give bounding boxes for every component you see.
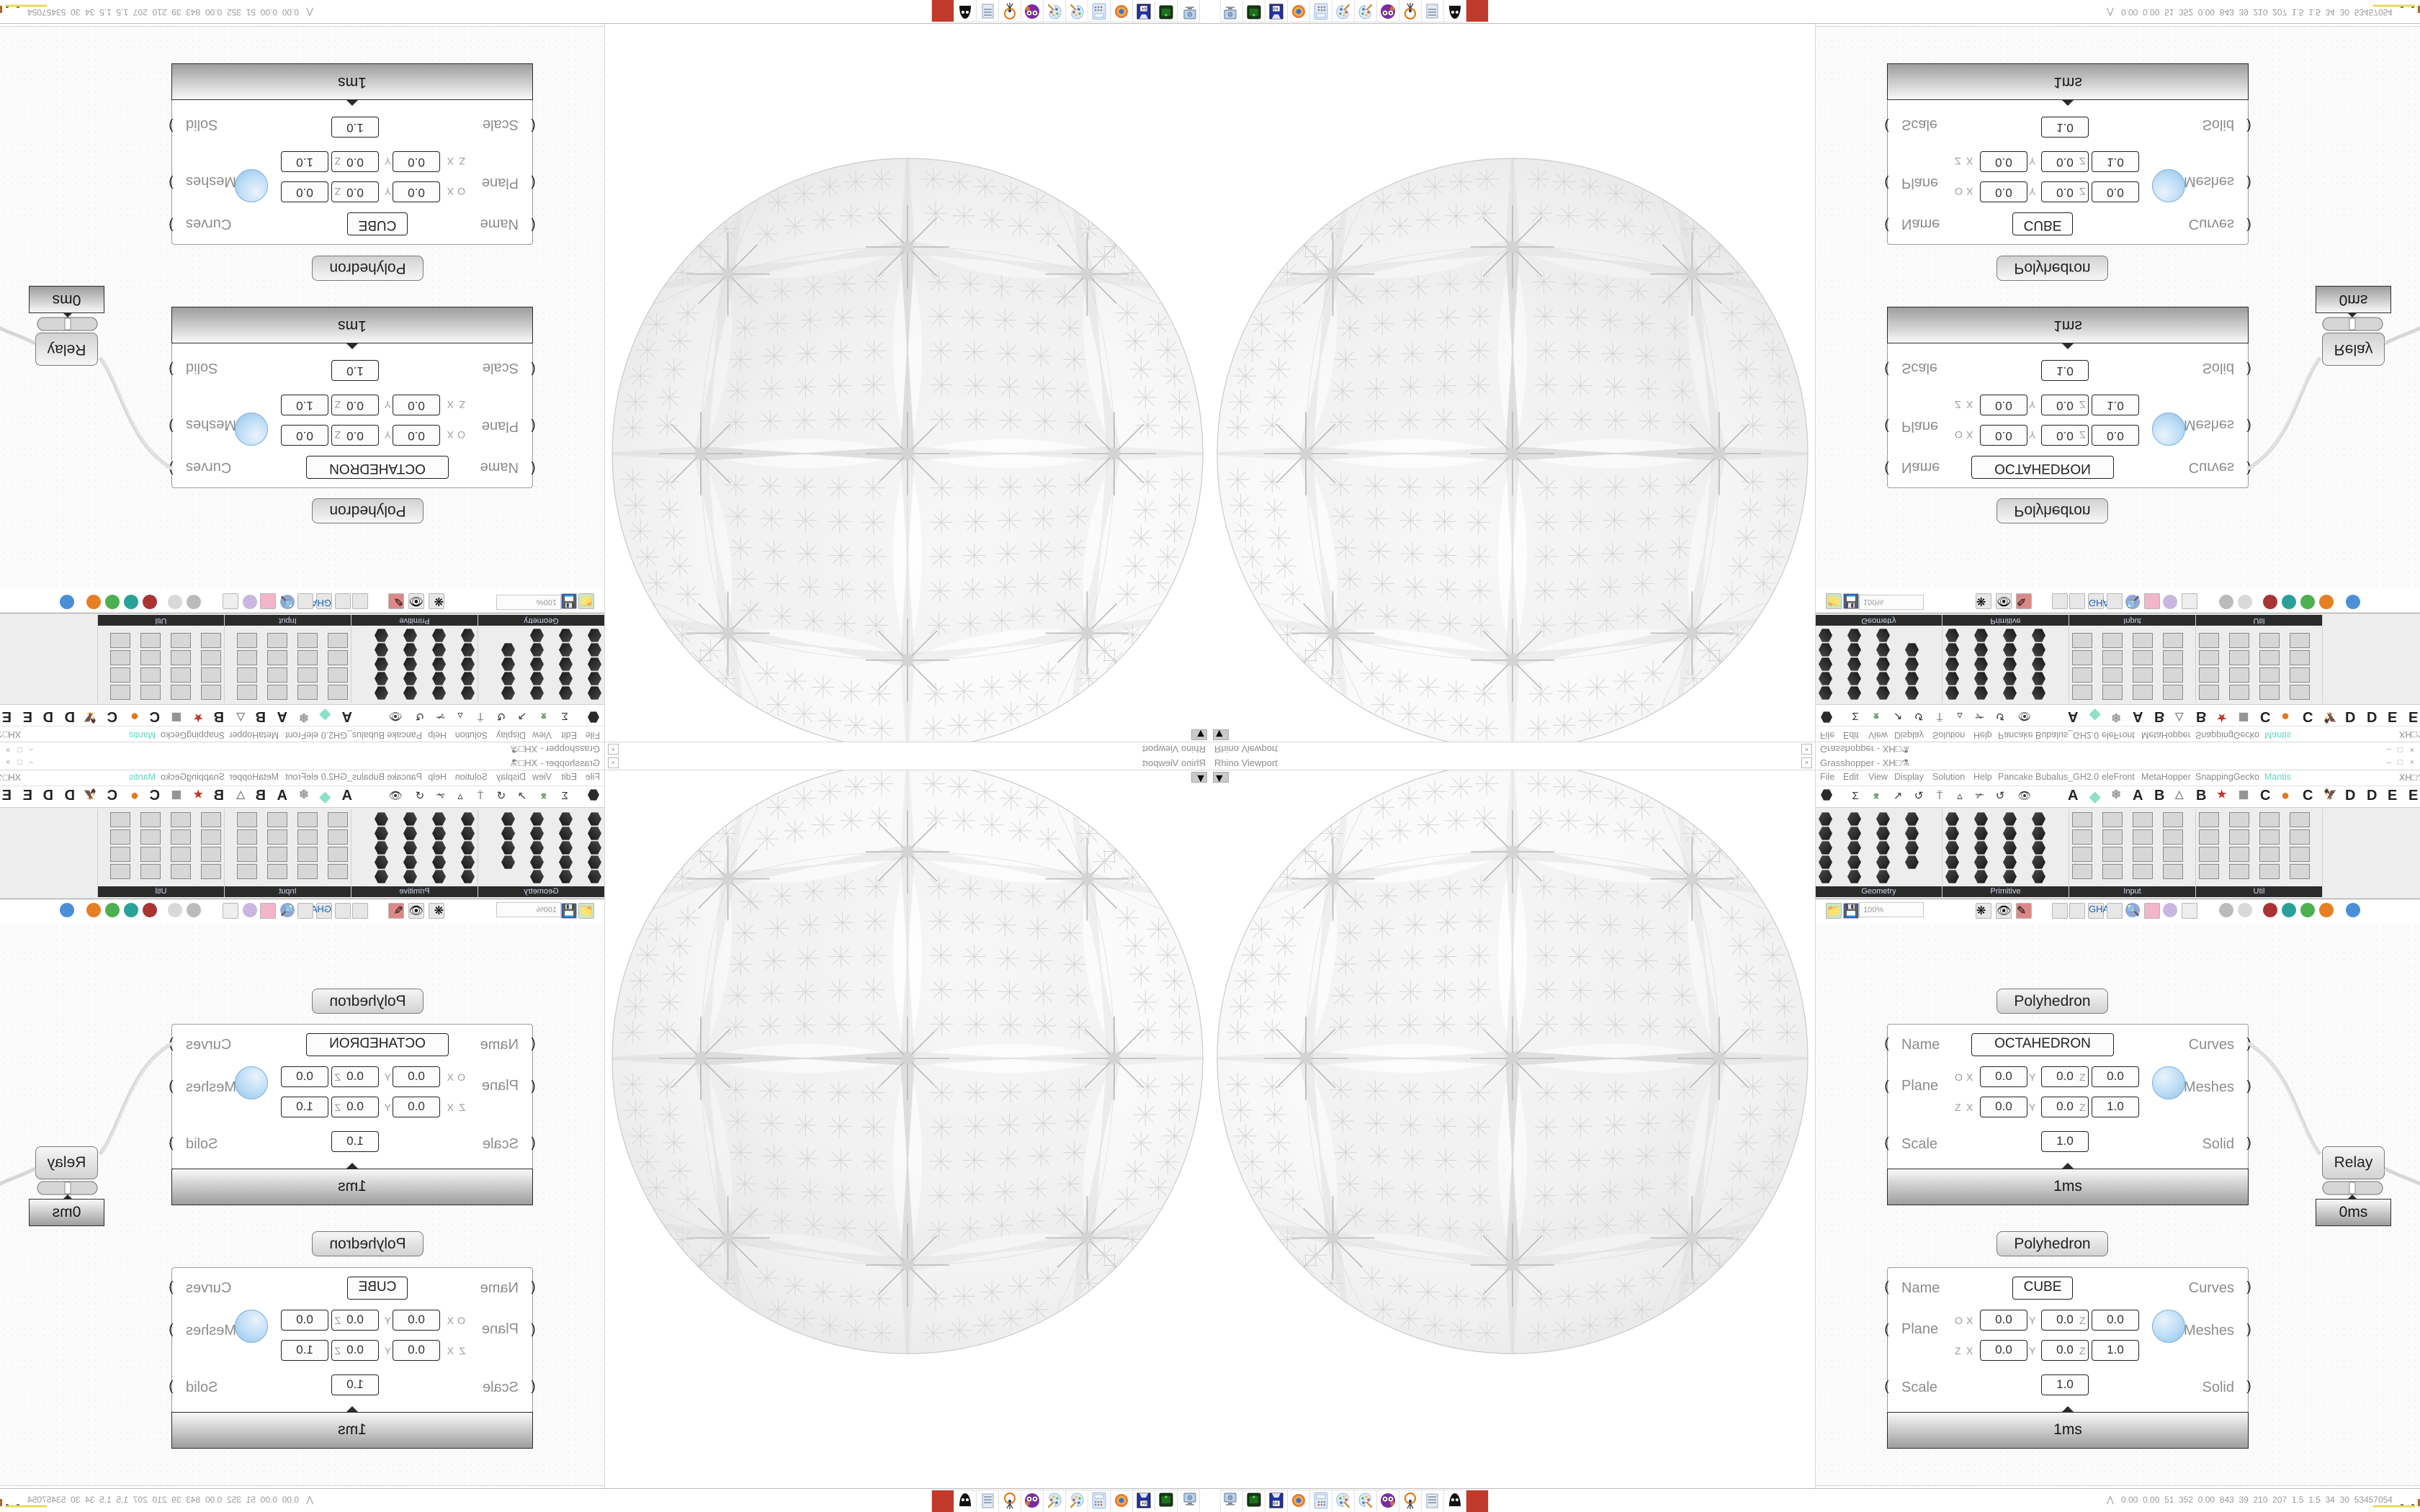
svg-text:64: 64: [1142, 1502, 1147, 1506]
svg-text:64: 64: [1273, 1502, 1278, 1506]
svg-text:64: 64: [1142, 6, 1147, 10]
svg-text:64: 64: [1273, 6, 1278, 10]
